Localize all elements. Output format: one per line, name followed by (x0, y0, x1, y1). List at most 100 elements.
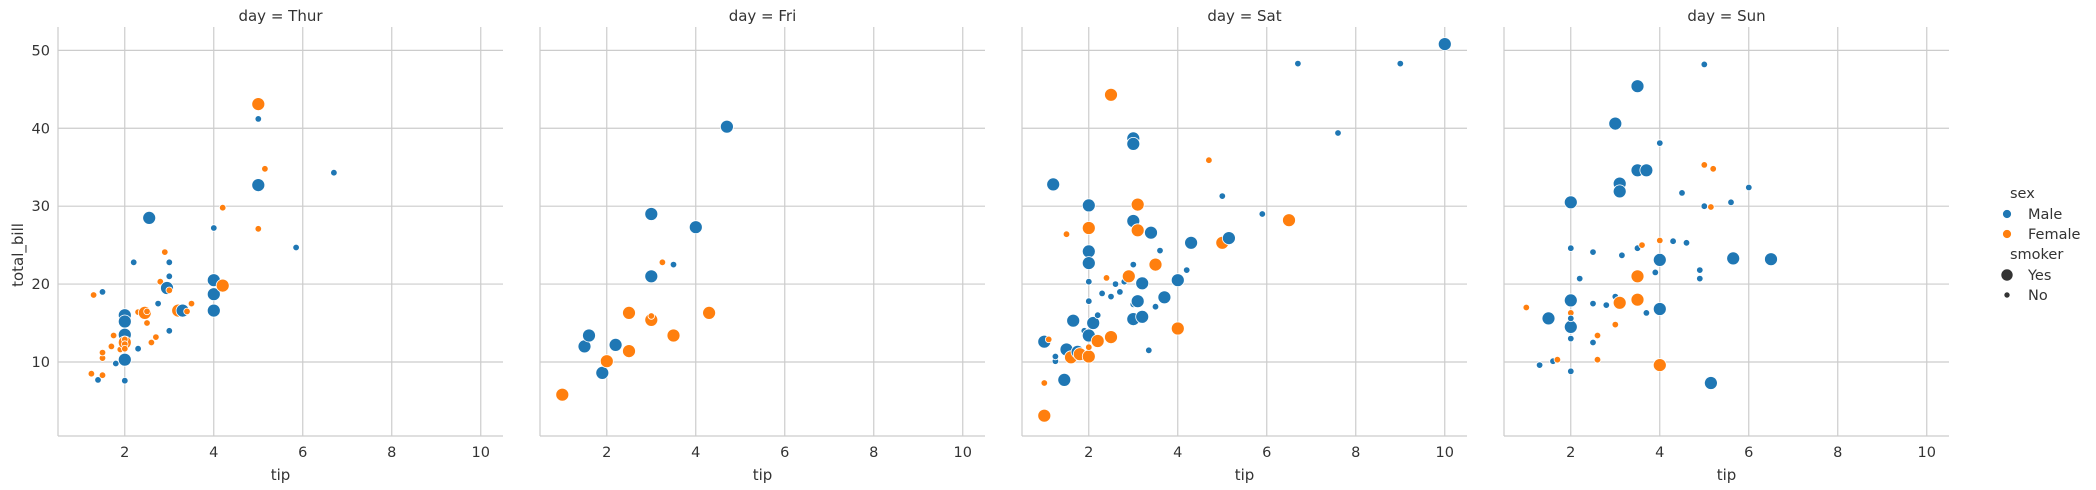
x-axis-label: tip (1717, 466, 1737, 484)
legend-size-marker-no (2003, 291, 2011, 299)
data-point (143, 307, 151, 316)
data-point (117, 352, 132, 367)
x-tick-label: 6 (780, 445, 789, 461)
data-point (1541, 311, 1556, 326)
data-point (1593, 331, 1602, 340)
data-point (1563, 195, 1578, 210)
data-point (1044, 335, 1053, 344)
x-tick-label: 6 (1744, 445, 1753, 461)
data-point (658, 258, 667, 266)
data-point (121, 345, 129, 353)
data-point (1652, 302, 1667, 316)
x-tick-label: 8 (387, 445, 396, 461)
data-point (251, 97, 266, 111)
data-point (1093, 311, 1102, 319)
data-point (1696, 274, 1704, 283)
data-point (608, 337, 623, 352)
data-point (1062, 230, 1071, 238)
facet-title: day = Thur (238, 7, 323, 25)
x-tick-label: 8 (869, 445, 878, 461)
data-point (666, 328, 681, 343)
data-point (1700, 202, 1708, 210)
data-point (1086, 316, 1101, 330)
data-point (1081, 221, 1096, 235)
data-point (1652, 358, 1667, 373)
data-point (1563, 319, 1578, 334)
data-point (1589, 248, 1597, 256)
data-point (1642, 309, 1651, 317)
data-point (134, 345, 142, 353)
data-point (555, 387, 570, 402)
data-point (1205, 156, 1213, 164)
data-point (121, 377, 129, 385)
x-axis-label: tip (271, 466, 291, 484)
facet-panel-3: 2 4 6 8 10 day = Sat tip (1021, 7, 1467, 484)
data-point (1709, 165, 1717, 173)
data-point (1129, 260, 1137, 269)
data-point (98, 371, 107, 379)
data-point (1553, 356, 1562, 364)
x-tick-label: 10 (472, 445, 490, 461)
data-point (669, 260, 678, 269)
data-point (1104, 330, 1118, 345)
data-point (1682, 239, 1691, 247)
x-tick-label: 10 (1436, 445, 1454, 461)
x-tick-label: 2 (602, 445, 611, 461)
data-point (1745, 183, 1753, 192)
facet-panel-2: 2 4 6 8 10 day = Fri tip (539, 7, 985, 484)
data-point (1111, 280, 1120, 288)
data-point (1218, 192, 1226, 200)
facet-panels: 2 4 6 8 10 10 20 30 40 50 day = Thur tip 2 4 6 8 10 day =… (32, 7, 1949, 484)
data-point (152, 333, 160, 341)
data-point (595, 365, 610, 380)
data-point (688, 220, 703, 235)
x-tick-label: 6 (1262, 445, 1271, 461)
legend-hue-title: sex (2010, 186, 2035, 202)
data-point (1589, 299, 1597, 308)
data-point (1678, 189, 1686, 197)
data-point (87, 370, 96, 378)
x-tick-label: 10 (954, 445, 972, 461)
x-tick-label: 2 (1084, 445, 1093, 461)
data-point (1085, 278, 1093, 286)
data-point (94, 376, 102, 384)
y-tick-label: 20 (32, 277, 50, 293)
data-point (1726, 251, 1741, 266)
data-point (117, 314, 132, 329)
data-point (147, 338, 156, 347)
data-point (1107, 292, 1115, 301)
data-point (165, 258, 173, 266)
legend-marker-male (2002, 209, 2012, 219)
x-axis-label: tip (753, 466, 773, 484)
data-point (142, 210, 157, 225)
data-point (165, 327, 173, 335)
data-point (1116, 288, 1124, 296)
facet-panel-4: 2 4 6 8 10 day = Sun tip (1503, 7, 1949, 484)
data-point (1157, 290, 1172, 305)
data-point (98, 348, 107, 357)
data-point (1535, 361, 1544, 369)
facet-title: day = Fri (729, 7, 797, 25)
data-point (1085, 297, 1093, 305)
data-point (109, 331, 118, 340)
facet-title: day = Sat (1207, 7, 1281, 25)
data-point (1121, 269, 1136, 284)
data-point (702, 305, 716, 320)
data-point (1130, 223, 1145, 238)
data-point (215, 278, 230, 293)
data-point (89, 291, 98, 299)
data-point (1081, 256, 1096, 271)
data-point (644, 269, 659, 284)
legend-marker-female (2002, 229, 2012, 239)
data-point (165, 272, 173, 280)
y-axis-label: total_bill (9, 223, 28, 287)
data-point (251, 178, 266, 193)
data-point (1567, 334, 1575, 343)
data-point (599, 354, 614, 369)
data-point (622, 344, 636, 359)
data-point (1081, 349, 1096, 364)
data-point (1656, 139, 1664, 147)
facet-title: day = Sun (1687, 7, 1765, 25)
data-point (1700, 60, 1708, 69)
x-tick-label: 8 (1351, 445, 1360, 461)
